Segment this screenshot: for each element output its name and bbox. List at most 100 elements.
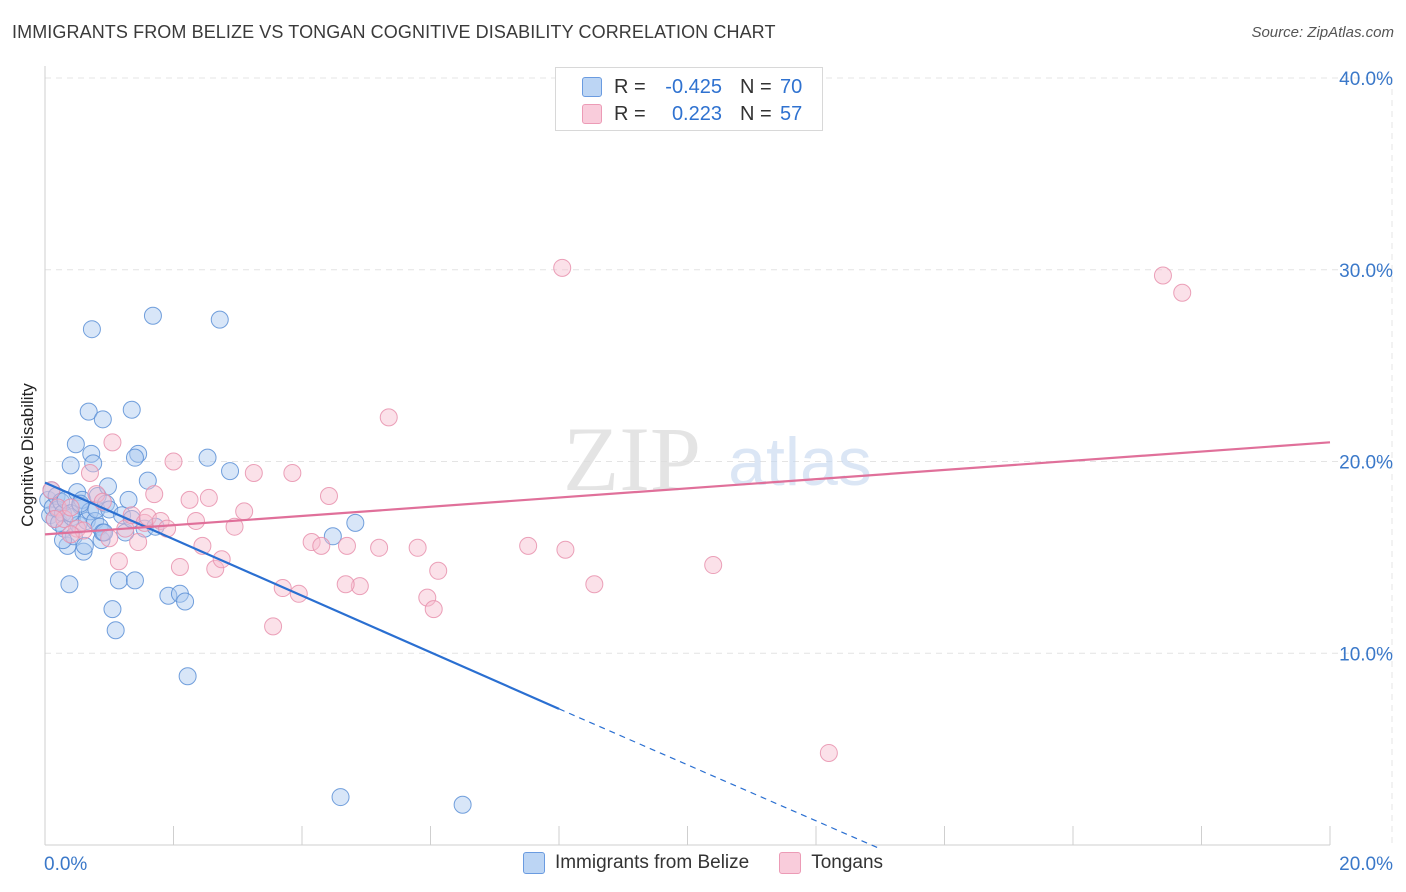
data-point-tongans (429, 561, 448, 580)
series-legend: Immigrants from Belize Tongans (0, 852, 1406, 874)
data-point-tongans (312, 536, 331, 555)
data-point-belize (75, 536, 94, 555)
data-point-belize (74, 542, 93, 561)
data-point-tongans (337, 536, 356, 555)
watermark: ZIP atlas (563, 408, 872, 510)
data-point-belize (66, 435, 85, 454)
data-point-belize (125, 571, 144, 590)
legend-swatch-tongans (779, 852, 802, 874)
data-point-belize (95, 523, 114, 542)
data-point-tongans (319, 487, 338, 506)
data-point-belize (331, 788, 350, 807)
data-point-tongans (55, 510, 74, 529)
data-point-tongans (225, 517, 244, 536)
data-point-tongans (553, 258, 572, 277)
trend-line-belize-extension (558, 708, 881, 850)
data-point-tongans (164, 452, 183, 471)
data-point-tongans (585, 575, 604, 594)
legend-r-value-tongans: 0.223 (671, 102, 722, 125)
data-point-tongans (100, 529, 119, 548)
data-point-belize (210, 310, 229, 329)
y-tick-label: 10.0% (1339, 644, 1393, 665)
y-axis-label: Cognitive Disability (18, 383, 37, 527)
data-point-tongans (109, 552, 128, 571)
y-tick-label: 30.0% (1339, 261, 1393, 282)
legend-item-belize[interactable]: Immigrants from Belize (522, 852, 749, 874)
data-point-belize (103, 600, 122, 619)
data-point-belize (119, 490, 138, 509)
data-point-tongans (87, 485, 106, 504)
data-point-tongans (819, 743, 838, 762)
trend-line-belize (44, 481, 560, 710)
legend-r-label: R = (614, 102, 646, 125)
legend-row-tongans: R = 0.223 N = 57 (582, 103, 802, 125)
legend-swatch-belize (582, 77, 602, 97)
data-point-tongans (418, 588, 437, 607)
data-point-tongans (48, 498, 67, 517)
legend-n-value-tongans: 57 (780, 102, 803, 125)
y-tick-label: 40.0% (1339, 69, 1393, 90)
data-point-tongans (180, 490, 199, 509)
tick-labels: 10.0% 20.0% 30.0% 40.0% 0.0% 20.0% (44, 69, 1393, 875)
legend-label-tongans: Tongans (811, 852, 884, 873)
trend-lines (44, 441, 1331, 850)
data-point-tongans (103, 433, 122, 452)
data-point-tongans (129, 533, 148, 552)
watermark-atlas: atlas (728, 424, 872, 500)
data-point-tongans (302, 533, 321, 552)
data-points (39, 258, 1192, 814)
data-point-belize (109, 571, 128, 590)
axes (44, 66, 1331, 846)
y-tick-label: 20.0% (1339, 453, 1393, 474)
data-point-tongans (424, 600, 443, 619)
data-point-belize (143, 306, 162, 325)
data-point-tongans (283, 464, 302, 483)
data-point-belize (323, 527, 342, 546)
data-point-belize (346, 513, 365, 532)
chart-title: IMMIGRANTS FROM BELIZE VS TONGAN COGNITI… (12, 22, 776, 42)
data-point-tongans (61, 525, 80, 544)
data-point-tongans (379, 408, 398, 427)
data-point-belize (60, 575, 79, 594)
data-point-belize (178, 667, 197, 686)
data-point-belize (453, 795, 472, 814)
data-point-belize (125, 448, 144, 467)
legend-r-label: R = (614, 75, 646, 98)
data-point-tongans (556, 540, 575, 559)
data-point-belize (159, 586, 178, 605)
data-point-tongans (519, 536, 538, 555)
data-point-belize (93, 410, 112, 429)
data-point-tongans (170, 557, 189, 576)
source-label: Source: ZipAtlas.com (1251, 24, 1394, 41)
data-point-tongans (80, 464, 99, 483)
x-tick-label: 0.0% (44, 854, 87, 875)
data-point-tongans (244, 464, 263, 483)
data-point-tongans (45, 510, 64, 529)
legend-row-belize: R = -0.425 N = 70 (582, 76, 802, 98)
correlation-legend: R = -0.425 N = 70 R = 0.223 N = 57 (555, 67, 823, 131)
data-point-belize (176, 592, 195, 611)
data-point-belize (61, 456, 80, 475)
data-point-belize (82, 320, 101, 339)
data-point-belize (122, 400, 141, 419)
data-point-tongans (235, 502, 254, 521)
data-point-tongans (1153, 266, 1172, 285)
data-point-tongans (186, 511, 205, 530)
data-point-belize (198, 448, 217, 467)
data-point-tongans (199, 488, 218, 507)
legend-swatch-belize (522, 852, 545, 874)
data-point-tongans (350, 577, 369, 596)
data-point-tongans (145, 485, 164, 504)
data-point-belize (52, 492, 71, 511)
data-point-tongans (336, 575, 355, 594)
data-point-tongans (61, 498, 80, 517)
data-point-belize (84, 454, 103, 473)
legend-r-value-belize: -0.425 (665, 75, 722, 98)
data-point-belize (106, 621, 125, 640)
data-point-tongans (370, 538, 389, 557)
legend-n-label: N = (740, 102, 772, 125)
legend-swatch-tongans (582, 104, 602, 124)
legend-item-tongans[interactable]: Tongans (779, 852, 883, 874)
data-point-belize (79, 402, 98, 421)
